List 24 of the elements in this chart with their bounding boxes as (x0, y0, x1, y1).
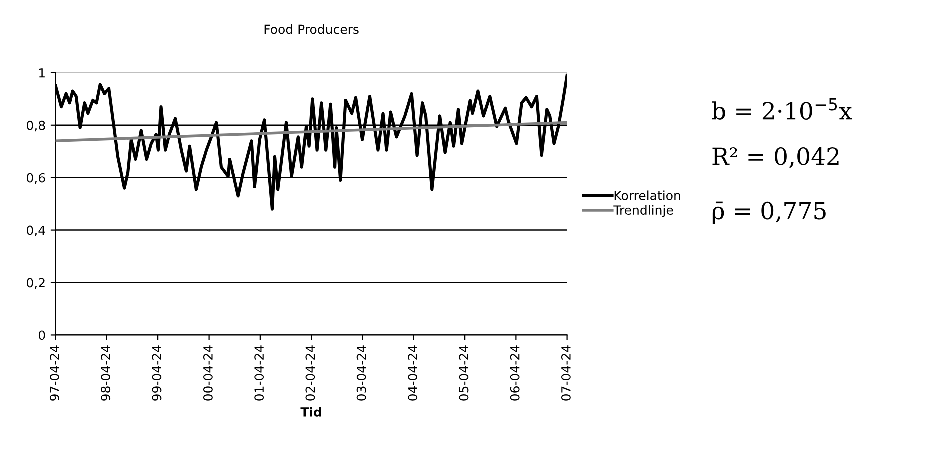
x-tick-label: 97-04-24 (50, 346, 60, 401)
text: ρ̄ = 0,775 (712, 202, 826, 224)
y-tick-label: 0,8 (27, 120, 46, 132)
x-tick-label: 00-04-24 (203, 346, 213, 401)
x-tick-label: 06-04-24 (510, 346, 520, 401)
x-tick-label: 03-04-24 (356, 346, 366, 401)
legend-label: Korrelation (614, 190, 680, 200)
text: R² = 0,042 (712, 148, 839, 168)
y-tick-label: 0,6 (27, 173, 46, 184)
x-tick-label: 07-04-24 (561, 346, 571, 401)
y-tick-label: 0 (38, 330, 46, 340)
legend-label: Trendlinje (614, 205, 674, 218)
y-tick-label: 0,2 (27, 278, 45, 289)
x-tick-label: 99-04-24 (152, 346, 162, 401)
x-tick-label: 04-04-24 (408, 346, 418, 401)
x-tick-label: 05-04-24 (459, 346, 469, 401)
x-tick-label: 98-04-24 (101, 346, 111, 401)
x-tick-label: 01-04-24 (254, 346, 264, 401)
y-tick-label: 0,4 (27, 226, 46, 237)
x-tick-label: 02-04-24 (306, 346, 316, 401)
y-tick-label: 1 (40, 68, 45, 78)
chart-title: Food Producers (264, 24, 359, 34)
text: b = 2·10$^{−5}$x (712, 98, 852, 120)
x-axis-title: Tid (300, 407, 322, 417)
